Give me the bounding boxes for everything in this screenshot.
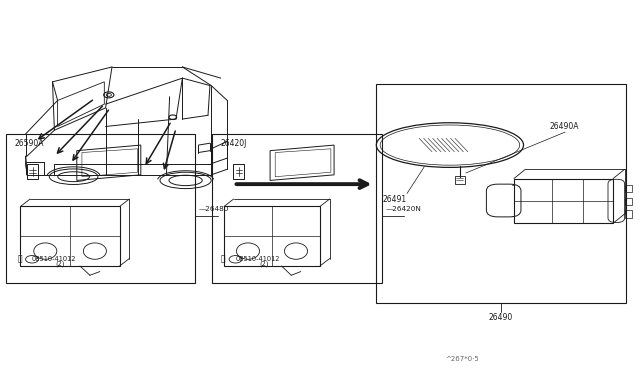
Bar xyxy=(6,134,195,283)
Text: 26590A: 26590A xyxy=(14,139,44,148)
Text: ^267*0·5: ^267*0·5 xyxy=(445,356,479,362)
Bar xyxy=(212,134,382,283)
Bar xyxy=(455,176,465,184)
Text: 26420J: 26420J xyxy=(220,139,246,148)
Text: —26420N: —26420N xyxy=(385,206,421,212)
Text: 26491: 26491 xyxy=(383,195,407,203)
Bar xyxy=(233,164,244,179)
Text: Ⓢ: Ⓢ xyxy=(221,255,225,264)
Text: 08510-41012: 08510-41012 xyxy=(32,256,77,262)
Bar xyxy=(376,84,626,303)
Bar xyxy=(20,206,120,266)
Bar xyxy=(224,206,320,266)
Text: (2): (2) xyxy=(259,261,269,267)
Bar xyxy=(625,198,632,205)
Bar xyxy=(625,185,632,192)
Text: 26490: 26490 xyxy=(488,313,513,322)
Text: Ⓢ: Ⓢ xyxy=(17,255,22,264)
Bar xyxy=(27,164,38,179)
Bar xyxy=(625,210,632,218)
Bar xyxy=(514,179,613,223)
Text: —26480: —26480 xyxy=(198,206,228,212)
Text: (2): (2) xyxy=(56,261,65,267)
Text: 26490A: 26490A xyxy=(549,122,579,131)
Text: 08510-41012: 08510-41012 xyxy=(236,256,280,262)
